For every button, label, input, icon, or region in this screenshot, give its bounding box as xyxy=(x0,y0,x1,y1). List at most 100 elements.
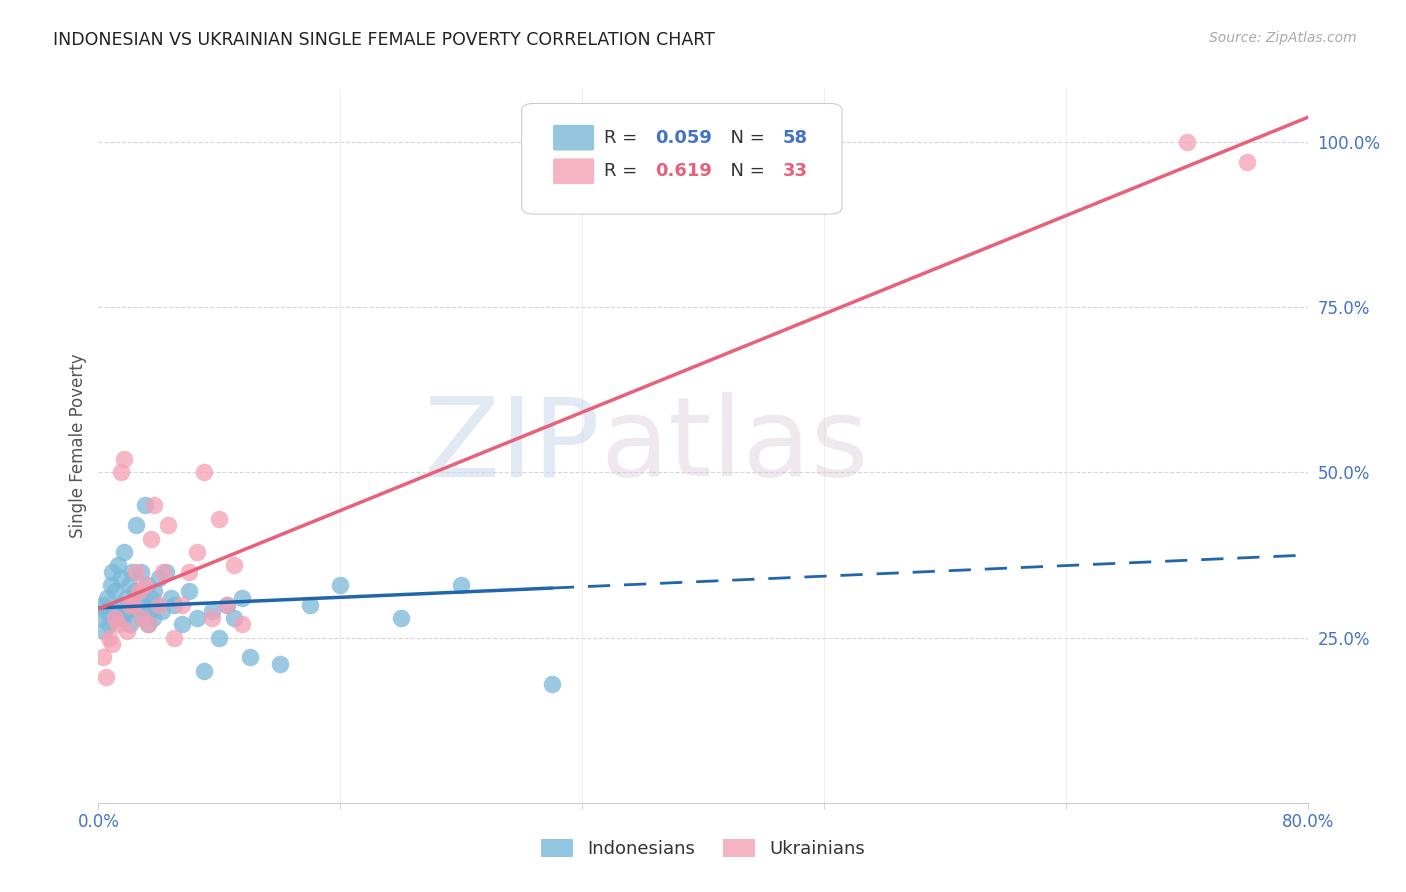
Point xyxy=(105,611,128,625)
Point xyxy=(215,598,238,612)
Point xyxy=(299,598,322,612)
Point xyxy=(208,631,231,645)
Point xyxy=(231,617,253,632)
Text: INDONESIAN VS UKRAINIAN SINGLE FEMALE POVERTY CORRELATION CHART: INDONESIAN VS UKRAINIAN SINGLE FEMALE PO… xyxy=(53,31,716,49)
Point xyxy=(98,631,121,645)
Point xyxy=(163,631,186,645)
Point xyxy=(101,565,124,579)
Text: atlas: atlas xyxy=(600,392,869,500)
Text: R =: R = xyxy=(603,128,643,146)
Point xyxy=(152,565,174,579)
Text: 33: 33 xyxy=(783,162,808,180)
FancyBboxPatch shape xyxy=(553,125,595,151)
Y-axis label: Single Female Poverty: Single Female Poverty xyxy=(69,354,87,538)
Point xyxy=(150,604,173,618)
Point xyxy=(163,598,186,612)
Point xyxy=(128,584,150,599)
Text: 0.059: 0.059 xyxy=(655,128,711,146)
Point xyxy=(231,591,253,605)
Point xyxy=(155,565,177,579)
Point xyxy=(224,611,246,625)
Point xyxy=(134,578,156,592)
Point xyxy=(170,598,193,612)
Point xyxy=(115,624,138,638)
Point xyxy=(329,578,352,592)
Point xyxy=(141,591,163,605)
FancyBboxPatch shape xyxy=(522,103,842,214)
Point xyxy=(208,511,231,525)
Point xyxy=(145,598,167,612)
Point xyxy=(101,637,124,651)
Point xyxy=(131,611,153,625)
Point xyxy=(135,578,157,592)
Point xyxy=(193,664,215,678)
Point xyxy=(115,591,138,605)
Point xyxy=(186,545,208,559)
Point xyxy=(269,657,291,671)
Point xyxy=(128,591,150,605)
Point xyxy=(114,604,136,618)
Point xyxy=(129,565,152,579)
Point xyxy=(239,650,262,665)
Point xyxy=(110,466,132,480)
Point xyxy=(143,499,166,513)
Point xyxy=(120,617,142,632)
Point xyxy=(107,617,129,632)
Point xyxy=(131,611,153,625)
Point xyxy=(224,558,246,572)
Point xyxy=(91,650,114,665)
Point xyxy=(132,598,155,612)
Point xyxy=(100,578,122,592)
Point xyxy=(110,571,132,585)
Point xyxy=(179,584,201,599)
Point xyxy=(389,611,412,625)
Point xyxy=(121,565,143,579)
Point xyxy=(134,499,156,513)
Point xyxy=(94,604,117,618)
Point xyxy=(107,558,129,572)
Point xyxy=(98,617,121,632)
Point xyxy=(201,611,224,625)
Point xyxy=(139,604,162,618)
Text: Source: ZipAtlas.com: Source: ZipAtlas.com xyxy=(1209,31,1357,45)
Point xyxy=(112,452,135,467)
Point xyxy=(160,591,183,605)
Point xyxy=(104,584,127,599)
Point xyxy=(450,578,472,592)
Point xyxy=(136,617,159,632)
Point xyxy=(215,598,238,612)
Text: R =: R = xyxy=(603,162,643,180)
Point xyxy=(124,584,146,599)
Point xyxy=(186,611,208,625)
Point xyxy=(125,518,148,533)
Point xyxy=(108,598,131,612)
Text: ZIP: ZIP xyxy=(425,392,600,500)
Point xyxy=(141,532,163,546)
Text: 0.619: 0.619 xyxy=(655,162,711,180)
Point xyxy=(111,611,134,625)
Legend: Indonesians, Ukrainians: Indonesians, Ukrainians xyxy=(533,831,873,865)
Point xyxy=(1175,135,1198,149)
Point xyxy=(540,677,562,691)
Point xyxy=(94,670,117,684)
Point xyxy=(179,565,201,579)
Point xyxy=(122,598,145,612)
Point xyxy=(122,598,145,612)
Point xyxy=(156,518,179,533)
Point xyxy=(170,617,193,632)
Text: 58: 58 xyxy=(783,128,808,146)
Point xyxy=(127,604,149,618)
FancyBboxPatch shape xyxy=(553,159,595,184)
Point xyxy=(93,624,115,638)
Point xyxy=(136,617,159,632)
Point xyxy=(148,571,170,585)
Point xyxy=(148,598,170,612)
Text: N =: N = xyxy=(718,162,770,180)
Point xyxy=(142,611,165,625)
Point xyxy=(112,545,135,559)
Text: N =: N = xyxy=(718,128,770,146)
Point xyxy=(125,565,148,579)
Point xyxy=(120,598,142,612)
Point xyxy=(1236,154,1258,169)
Point xyxy=(96,591,118,605)
